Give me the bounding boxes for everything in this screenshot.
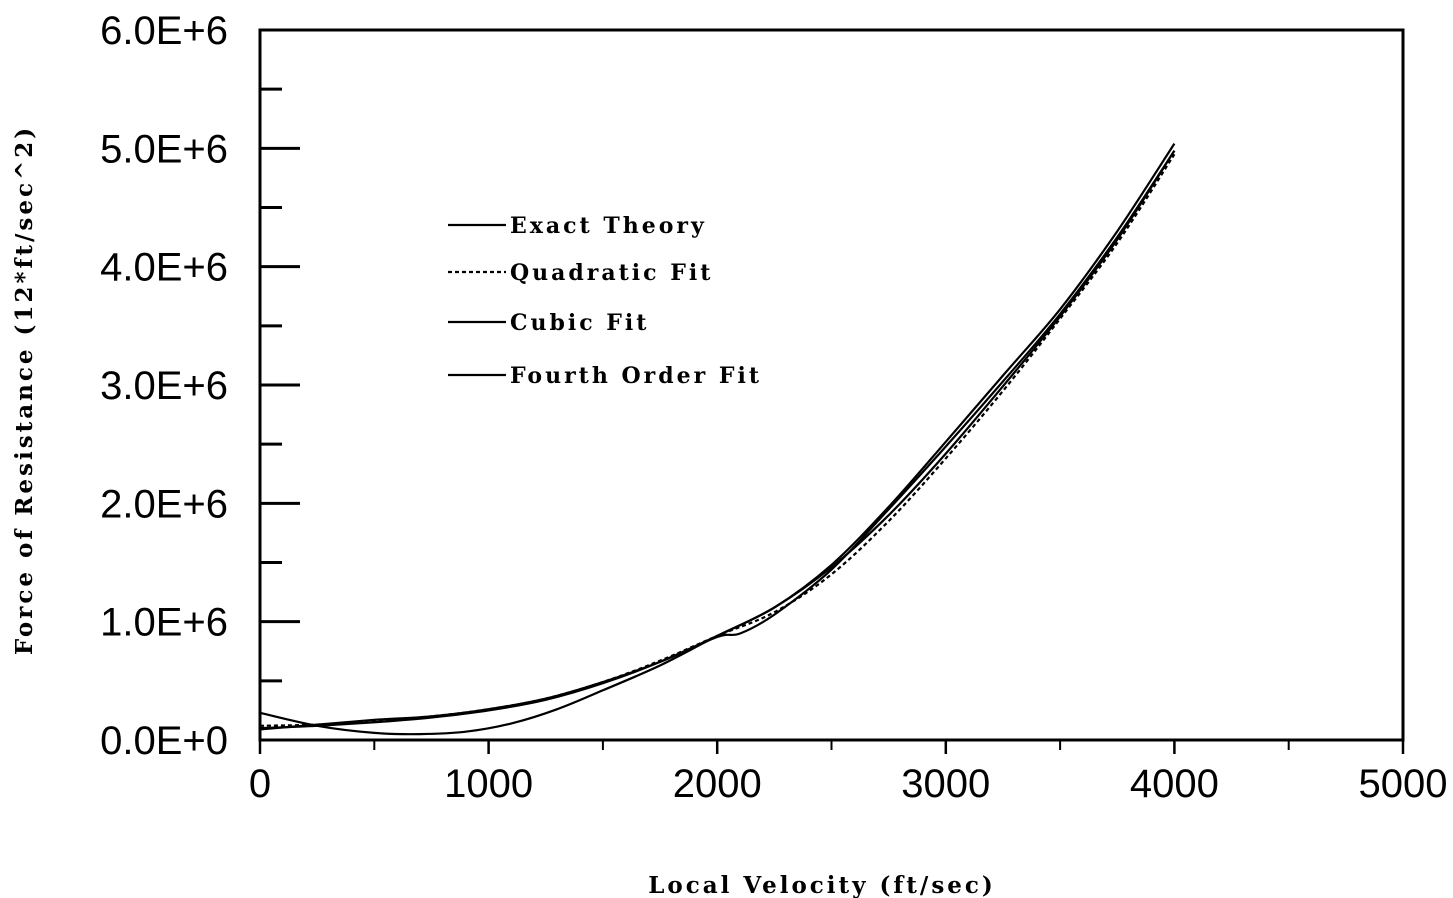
- axis-ticks: [258, 28, 1405, 754]
- series-line-cubic-fit: [259, 150, 1176, 730]
- x-tick-label: 3000: [901, 762, 990, 806]
- x-tick-label: 0: [249, 762, 271, 806]
- y-tick-label: 6.0E+6: [100, 9, 228, 53]
- series-line-fourth-order-fit: [259, 143, 1176, 736]
- x-tick-label: 4000: [1130, 762, 1219, 806]
- series-line-quadratic-fit: [259, 153, 1176, 727]
- legend-label: Exact Theory: [510, 213, 707, 239]
- legend-label: Quadratic Fit: [510, 260, 713, 286]
- legend-label: Fourth Order Fit: [510, 363, 762, 389]
- y-tick-label: 0.0E+0: [100, 719, 228, 763]
- y-tick-label: 3.0E+6: [100, 364, 228, 408]
- legend: Exact Theory Quadratic Fit Cubic Fit Fourth…: [448, 213, 762, 389]
- y-axis-label: Force of Resistance (12*ft/sec^2): [11, 125, 38, 655]
- x-tick-label: 5000: [1359, 762, 1448, 806]
- y-tick-label: 1.0E+6: [100, 601, 228, 645]
- y-tick-label: 4.0E+6: [100, 246, 228, 290]
- x-axis-label: Local Velocity (ft/sec): [648, 872, 996, 898]
- x-tick-label: 2000: [673, 762, 762, 806]
- series-line-exact-theory: [259, 150, 1176, 731]
- plot-frame: [258, 28, 1405, 742]
- y-tick-label: 2.0E+6: [100, 482, 228, 526]
- y-tick-label: 5.0E+6: [100, 127, 228, 171]
- series-lines: [259, 143, 1176, 736]
- tick-labels: 0.0E+0 1.0E+6 2.0E+6 3.0E+6 4.0E+6 5.0E+6 6.0E…: [100, 9, 1447, 806]
- legend-label: Cubic Fit: [510, 310, 649, 336]
- x-tick-label: 1000: [444, 762, 533, 806]
